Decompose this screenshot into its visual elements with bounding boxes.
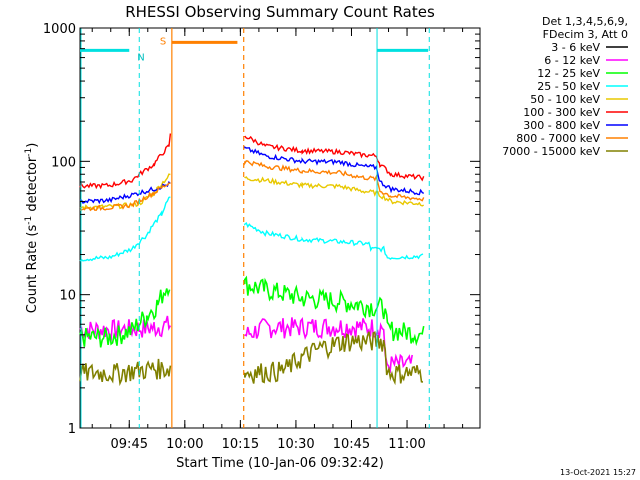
y-label-sup-2: -1: [24, 148, 34, 157]
y-tick-label-0: 1: [68, 422, 76, 437]
legend-label-3: 25 - 50 keV: [537, 80, 600, 93]
y-tick-label-1: 10: [59, 289, 76, 304]
x-tick-label-1: 10:00: [166, 437, 203, 452]
legend-label-0: 3 - 6 keV: [551, 41, 600, 54]
chart-title: RHESSI Observing Summary Count Rates: [125, 3, 435, 21]
series-line-5: [79, 133, 425, 190]
x-tick-label-3: 10:30: [277, 437, 314, 452]
legend-label-4: 50 - 100 keV: [530, 93, 600, 106]
x-tick-label-2: 10:15: [222, 437, 259, 452]
legend-label-1: 6 - 12 keV: [544, 54, 600, 67]
y-axis-label: Count Rate (s-1 detector-1): [24, 143, 40, 314]
night-label: N: [137, 52, 144, 63]
legend-label-6: 300 - 800 keV: [523, 119, 600, 132]
plot-frame: [79, 27, 481, 429]
legend-label-5: 100 - 300 keV: [523, 106, 600, 119]
x-axis-label: Start Time (10-Jan-06 09:32:42): [176, 456, 384, 471]
legend-label-8: 7000 - 15000 keV: [502, 145, 600, 158]
y-label-part-2: detector: [25, 156, 40, 216]
series-line-7: [79, 160, 425, 212]
y-label-part-3: ): [25, 143, 40, 148]
legend-label-2: 12 - 25 keV: [537, 67, 600, 80]
saa-label: S: [160, 36, 166, 47]
legend-label-7: 800 - 7000 keV: [516, 132, 600, 145]
x-tick-label-0: 09:45: [111, 437, 148, 452]
legend-header-1: Det 1,3,4,5,6,9,: [542, 15, 628, 28]
x-tick-label-4: 10:45: [333, 437, 370, 452]
y-label-sup-1: -1: [24, 216, 34, 225]
series-line-3: [79, 196, 424, 262]
series-line-8: [79, 331, 424, 387]
series-line-2: [79, 275, 425, 348]
x-tick-label-5: 11:00: [388, 437, 425, 452]
legend-header-2: FDecim 3, Att 0: [543, 28, 628, 41]
timestamp: 13-Oct-2021 15:27: [560, 468, 636, 477]
series-line-6: [79, 146, 425, 205]
y-tick-label-2: 100: [51, 155, 76, 170]
y-tick-label-3: 1000: [43, 22, 76, 37]
y-label-part-1: Count Rate (s: [25, 225, 40, 314]
